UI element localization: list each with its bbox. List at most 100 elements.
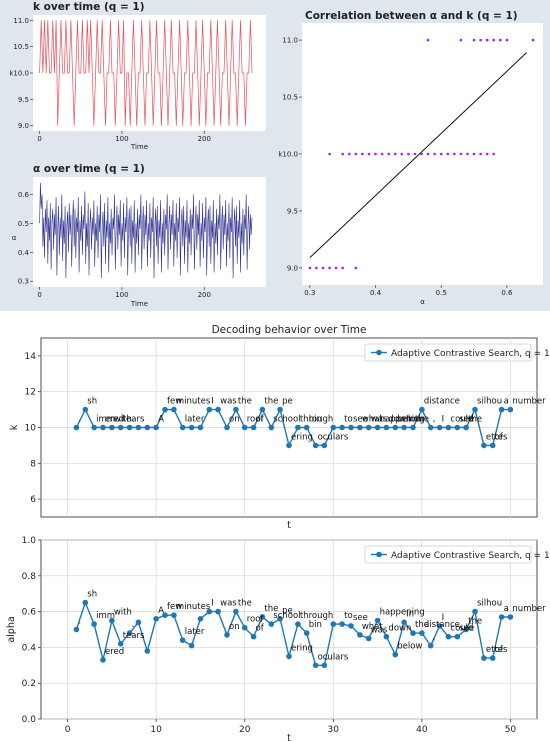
data-point [339, 621, 345, 627]
y-tick-label: 10.5 [282, 94, 298, 102]
token-annotation: of [495, 645, 504, 655]
data-point [144, 424, 151, 431]
token-annotation: roof [247, 615, 265, 625]
data-point [82, 406, 89, 413]
y-tick-label: k10.0 [9, 70, 29, 78]
token-annotation: ering [291, 432, 313, 442]
y-axis-label: k [9, 424, 20, 430]
token-annotation: on [229, 622, 240, 632]
data-point [454, 633, 461, 640]
y-tick-label: k10.0 [278, 151, 298, 159]
data-point [259, 406, 266, 413]
token-annotation: see [353, 613, 368, 623]
token-annotation: . [132, 620, 135, 630]
y-tick-label: 11.0 [282, 37, 298, 45]
token-annotation: down [388, 624, 411, 634]
y-tick-label: 11.0 [13, 17, 29, 25]
scatter-point [499, 38, 502, 42]
scatter-point [354, 152, 358, 156]
data-point [188, 424, 195, 431]
plot-frame [40, 539, 538, 720]
token-annotation: of [495, 432, 504, 442]
token-annotation: imm [96, 611, 115, 621]
token-annotation: number [512, 604, 546, 614]
data-point [436, 424, 443, 431]
token-annotation: A [158, 415, 164, 425]
scatter-point [485, 152, 489, 156]
token-annotation: the [415, 415, 429, 425]
data-point [162, 406, 168, 413]
token-annotation: silhou [477, 397, 502, 407]
scatter-point [466, 152, 469, 156]
x-tick-label: 0.5 [436, 289, 447, 297]
scatter-point [472, 152, 476, 156]
token-annotation: I [442, 415, 445, 425]
data-point [215, 608, 221, 615]
data-point [321, 662, 328, 669]
data-point [392, 651, 399, 658]
token-annotation: down [388, 415, 411, 425]
data-point [419, 630, 425, 636]
token-annotation: pe [282, 606, 293, 616]
legend-label: Adaptive Contrastive Search, q = 1 [391, 551, 550, 561]
data-point [498, 614, 505, 620]
token-annotation: ettes [486, 645, 508, 655]
x-axis-label: α [420, 298, 425, 306]
data-point [224, 424, 230, 431]
data-point [472, 608, 478, 615]
token-annotation: bin [309, 620, 322, 630]
token-annotation: minutes [176, 602, 211, 612]
token-annotation: ettes [486, 432, 508, 442]
data-point [117, 641, 124, 647]
y-tick-label: 0.2 [22, 679, 36, 689]
token-annotation: happening [380, 608, 425, 618]
data-point [489, 655, 496, 661]
data-point [233, 608, 239, 615]
y-tick-label: 0.5 [18, 220, 29, 228]
x-tick-label: 40 [416, 725, 428, 735]
k-over-time-chart: k over time (q = 1) 0 100 200 9.0 9.5 k10.0 10.… [9, 1, 266, 151]
data-point [463, 626, 469, 633]
token-annotation: . [78, 617, 81, 627]
data-point [126, 424, 133, 431]
y-tick-label: 0.6 [22, 608, 37, 618]
token-annotation: silhou [477, 599, 502, 609]
data-point [241, 624, 248, 631]
token-annotation: see [459, 624, 474, 634]
data-point [295, 424, 301, 431]
scatter-point [380, 152, 384, 156]
scatter-point [479, 38, 482, 42]
token-annotation: what [362, 622, 384, 632]
scatter-point [433, 152, 436, 156]
y-tick-label: 10 [25, 424, 37, 434]
data-point [91, 424, 97, 431]
token-annotation: could [450, 415, 473, 425]
token-annotation: I [211, 599, 214, 609]
scatter-point [341, 152, 345, 156]
y-tick-label: 6 [30, 495, 36, 505]
token-annotation: number [512, 397, 546, 407]
data-point [206, 608, 213, 615]
data-point [348, 623, 354, 629]
y-axis-label: alpha [6, 616, 17, 642]
scatter-point [485, 38, 489, 42]
data-point [410, 630, 416, 636]
token-annotation: sh [87, 590, 97, 600]
data-point [171, 406, 177, 413]
data-point [303, 630, 310, 636]
token-annotation: later [185, 415, 205, 425]
chart-title: α over time (q = 1) [33, 163, 145, 175]
y-tick-label: 9.0 [287, 264, 298, 272]
data-point [339, 424, 345, 431]
x-tick-label: 200 [198, 291, 211, 299]
token-annotation: below [397, 642, 422, 652]
data-point [91, 621, 97, 627]
k-series-line [39, 20, 253, 126]
y-axis-label: α [12, 234, 17, 242]
token-annotation: I [211, 397, 214, 407]
token-annotation: , [433, 633, 436, 643]
token-annotation: . [326, 432, 329, 442]
scatter-point [400, 152, 404, 156]
data-point [312, 662, 319, 669]
